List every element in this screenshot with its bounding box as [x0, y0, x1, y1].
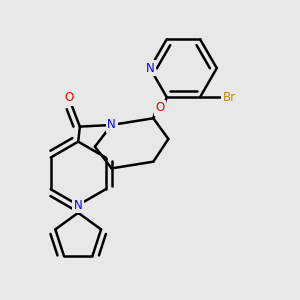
Text: N: N	[107, 118, 116, 131]
Text: Br: Br	[223, 91, 236, 103]
Text: O: O	[155, 101, 165, 114]
Text: N: N	[74, 199, 82, 212]
Text: N: N	[146, 62, 154, 75]
Text: O: O	[64, 91, 74, 104]
